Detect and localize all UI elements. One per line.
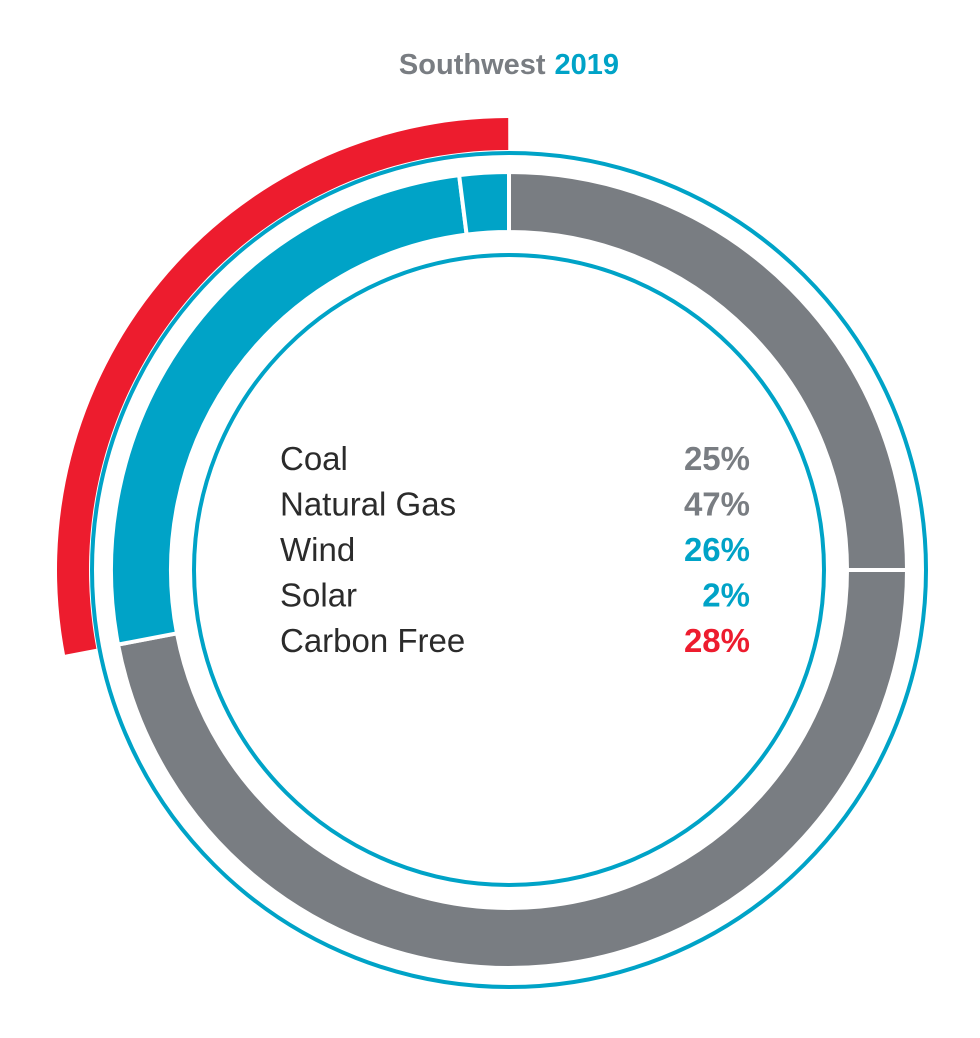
outer-guide-ring: [90, 151, 928, 989]
ring-segment-solar: [456, 169, 511, 237]
inner-ring-segments: [109, 169, 910, 970]
legend-value-coal: 25%: [684, 440, 750, 477]
ring-segment-wind: [109, 172, 469, 647]
chart-title-region: Southwest: [399, 49, 546, 81]
legend-label-carbon-free: Carbon Free: [280, 622, 465, 659]
ring-segment-natural-gas: [115, 568, 910, 970]
legend-label-natural-gas: Natural Gas: [280, 486, 456, 523]
inner-guide-ring: [192, 253, 826, 887]
legend-label-wind: Wind: [280, 531, 355, 568]
chart-title-year: 2019: [555, 49, 620, 81]
legend: Coal 25% Natural Gas 47% Wind 26% Solar 2% Carbo…: [280, 440, 750, 659]
legend-label-solar: Solar: [280, 577, 357, 614]
chart-title: Southwest 2019: [399, 49, 619, 81]
legend-value-carbon-free: 28%: [684, 622, 750, 659]
legend-value-solar: 2%: [702, 577, 750, 614]
legend-value-wind: 26%: [684, 531, 750, 568]
legend-value-natural-gas: 47%: [684, 486, 750, 523]
legend-label-coal: Coal: [280, 440, 348, 477]
